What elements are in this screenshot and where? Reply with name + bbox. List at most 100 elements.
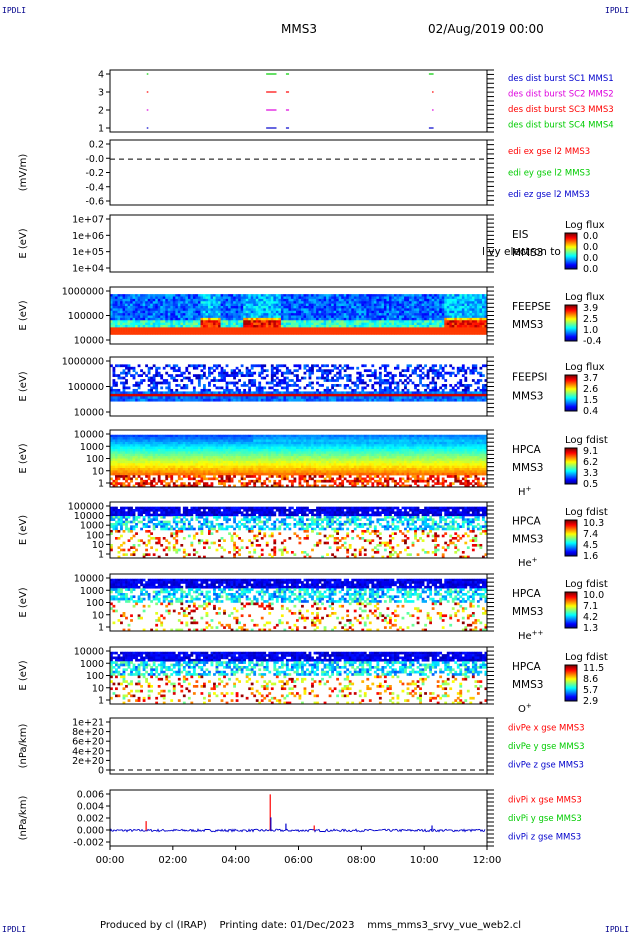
- spectrogram-cell: [125, 434, 128, 438]
- spectrogram-cell: [311, 381, 314, 385]
- spectrogram-cell: [476, 386, 480, 390]
- spectrogram-cell: [147, 482, 151, 485]
- spectrogram-cell: [441, 398, 445, 402]
- spectrogram-cell: [404, 391, 407, 395]
- spectrogram-cell: [175, 391, 179, 395]
- spectrogram-cell: [220, 310, 224, 314]
- spectrogram-cell: [240, 332, 244, 335]
- spectrogram-cell: [215, 396, 219, 400]
- spectrogram-cell: [336, 376, 340, 380]
- spectrogram-cell: [401, 332, 405, 335]
- spectrogram-cell: [298, 308, 302, 312]
- spectrogram-cell: [192, 451, 196, 455]
- spectrogram-cell: [115, 437, 118, 440]
- spectrogram-cell: [137, 470, 141, 474]
- spectrogram-cell: [180, 325, 184, 328]
- spectrogram-cell: [172, 294, 176, 297]
- spectrogram-cell: [356, 294, 360, 297]
- spectrogram-cell: [353, 315, 357, 319]
- spectrogram-cell: [208, 456, 211, 459]
- spectrogram-cell: [192, 308, 196, 312]
- spectrogram-cell: [190, 332, 194, 335]
- spectrogram-cell: [373, 308, 377, 312]
- spectrogram-cell: [225, 327, 229, 331]
- spectrogram-cell: [343, 393, 347, 397]
- spectrogram-cell: [162, 296, 166, 300]
- spectrogram-cell: [348, 325, 352, 328]
- spectrogram-cell: [140, 296, 143, 300]
- spectrogram-cell: [233, 329, 236, 333]
- spectrogram-cell: [461, 329, 465, 333]
- spectrogram-cell: [162, 434, 166, 438]
- spectrogram-cell: [172, 315, 176, 319]
- spectrogram-cell: [192, 458, 196, 462]
- spectrogram-cell: [125, 463, 128, 466]
- spectrogram-cell: [255, 398, 259, 402]
- spectrogram-cell: [135, 460, 138, 464]
- spectrogram-cell: [185, 298, 189, 302]
- spectrogram-cell: [426, 396, 430, 400]
- spectrogram-cell: [328, 294, 332, 297]
- spectrogram-cell: [358, 310, 362, 314]
- spectrogram-cell: [298, 296, 302, 300]
- spectrogram-cell: [326, 313, 329, 316]
- spectrogram-cell: [431, 381, 435, 385]
- spectrogram-cell: [351, 329, 355, 333]
- spectrogram-cell: [318, 325, 322, 328]
- spectrogram-cell: [429, 306, 433, 309]
- spectrogram-cell: [225, 294, 229, 297]
- spectrogram-cell: [358, 322, 362, 326]
- spectrogram-cell: [110, 434, 113, 438]
- spectrogram-cell: [115, 472, 118, 476]
- spectrogram-cell: [368, 391, 372, 395]
- spectrogram-cell: [162, 439, 166, 443]
- spectrogram-cell: [110, 313, 113, 316]
- spectrogram-cell: [132, 376, 136, 380]
- spectrogram-cell: [353, 322, 357, 326]
- spectrogram-cell: [306, 396, 309, 400]
- spectrogram-cell: [187, 396, 191, 400]
- corner-label-bottom-left: IPDLI: [2, 925, 27, 934]
- spectrogram-cell: [210, 366, 214, 370]
- spectrogram-cell: [378, 396, 382, 400]
- spectrogram-cell: [346, 296, 350, 300]
- spectrogram-cell: [135, 441, 138, 445]
- spectrogram-cell: [258, 322, 262, 326]
- spectrogram-cell: [125, 451, 128, 455]
- spectrogram-cell: [353, 298, 357, 302]
- spectrogram-cell: [157, 470, 161, 474]
- legend-label: edi ey gse l2 MMS3: [508, 169, 590, 179]
- spectrogram-cell: [190, 451, 194, 455]
- spectrogram-cell: [285, 388, 289, 392]
- spectrogram-cell: [361, 315, 365, 319]
- spectrogram-cell: [150, 463, 154, 466]
- spectrogram-cell: [250, 301, 254, 304]
- spectrogram-cell: [311, 298, 314, 302]
- spectrogram-cell: [260, 298, 264, 302]
- spectrogram-cell: [165, 484, 169, 488]
- spectrogram-cell: [167, 388, 171, 392]
- spectrogram-cell: [157, 460, 161, 464]
- spectrogram-cell: [190, 446, 194, 450]
- spectrogram-cell: [396, 325, 400, 328]
- spectrogram-cell: [175, 398, 179, 402]
- spectrogram-cell: [426, 310, 430, 314]
- spectrogram-cell: [381, 398, 385, 402]
- spectrogram-cell: [406, 388, 410, 392]
- spectrogram-cell: [165, 437, 169, 440]
- spectrogram-cell: [348, 393, 352, 397]
- spectrogram-cell: [353, 396, 357, 400]
- spectrogram-cell: [182, 317, 186, 321]
- spectrogram-cell: [205, 434, 209, 438]
- spectrogram-cell: [147, 437, 151, 440]
- spectrogram-cell: [197, 434, 201, 438]
- spectrogram-cell: [308, 332, 312, 335]
- spectrogram-cell: [243, 391, 247, 395]
- spectrogram-cell: [180, 460, 184, 464]
- spectrogram-cell: [441, 310, 445, 314]
- spectrogram-cell: [353, 391, 357, 395]
- spectrogram-cell: [112, 482, 116, 485]
- spectrogram-cell: [461, 322, 465, 326]
- spectrogram-cell: [333, 332, 337, 335]
- spectrogram-cell: [293, 393, 297, 397]
